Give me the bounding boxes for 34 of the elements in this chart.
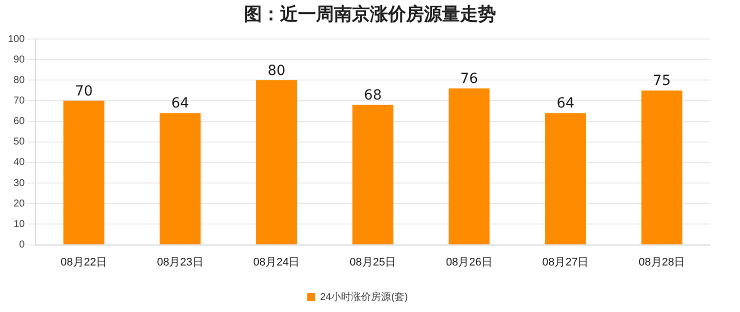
legend-label: 24小时涨价房源(套) <box>320 290 408 303</box>
bar <box>448 88 490 244</box>
chart-title: 图：近一周南京涨价房源量走势 <box>243 3 497 27</box>
bar <box>256 80 297 244</box>
y-tick-label: 50 <box>14 136 26 148</box>
bar <box>160 113 201 244</box>
y-tick-label: 90 <box>14 54 26 66</box>
y-tick-label: 20 <box>14 198 26 210</box>
data-label: 70 <box>74 83 93 100</box>
x-tick-label: 08月24日 <box>253 256 300 268</box>
data-label: 80 <box>268 62 286 79</box>
y-tick-label: 0 <box>19 240 26 251</box>
bar <box>63 100 104 244</box>
x-tick-label: 08月28日 <box>638 256 686 268</box>
y-tick-label: 80 <box>14 74 26 86</box>
bar <box>545 113 586 244</box>
y-tick-label: 40 <box>14 157 26 168</box>
data-label: 68 <box>364 87 382 104</box>
bar <box>352 104 394 244</box>
y-tick-label: 30 <box>14 178 26 189</box>
x-tick-label: 08月27日 <box>542 256 589 268</box>
y-tick-label: 60 <box>14 116 26 128</box>
x-tick-label: 08月23日 <box>156 256 204 268</box>
bar <box>641 90 682 244</box>
x-tick-label: 08月25日 <box>350 256 396 268</box>
x-tick-label: 08月26日 <box>446 256 492 268</box>
data-label: 64 <box>556 96 574 112</box>
data-label: 64 <box>171 96 190 112</box>
data-label: 75 <box>652 73 671 90</box>
data-label: 76 <box>460 71 478 88</box>
y-tick-label: 70 <box>14 95 26 106</box>
y-tick-label: 100 <box>8 34 26 45</box>
x-tick-label: 08月22日 <box>60 256 108 268</box>
y-tick-label: 10 <box>14 218 26 230</box>
